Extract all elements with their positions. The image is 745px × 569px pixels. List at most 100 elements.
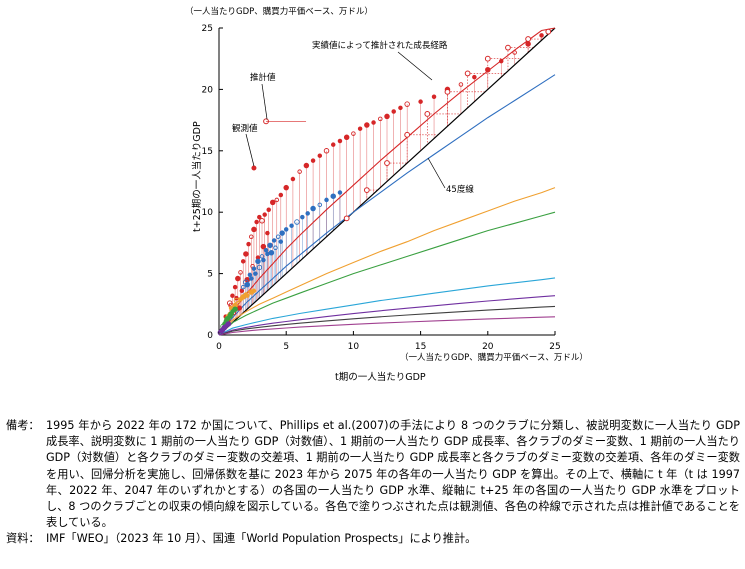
annotation-45-degree: 45度線 xyxy=(446,184,474,195)
data-point xyxy=(233,297,240,304)
y-tick-label: 5 xyxy=(207,270,213,280)
data-point xyxy=(525,41,531,47)
data-point xyxy=(244,293,250,298)
trend-curve xyxy=(218,295,556,336)
trend-curve xyxy=(218,305,556,336)
growth-path-point xyxy=(464,70,471,77)
note-source: 資料： IMF「WEO」（2023 年 10 月）、国連「World Popul… xyxy=(6,531,740,547)
data-point xyxy=(391,109,396,114)
data-point xyxy=(235,275,241,282)
note-remarks: 備考： 1995 年から 2022 年の 172 か国について、Phillips… xyxy=(6,418,740,531)
data-point xyxy=(539,33,544,38)
data-point xyxy=(255,258,261,265)
x-tick-label: 0 xyxy=(216,342,222,352)
x-unit-label: （一人当たりGDP、購買力平価ベース、万ドル） xyxy=(400,352,588,363)
x-tick-label: 20 xyxy=(482,342,494,352)
data-point xyxy=(243,251,249,257)
notes: 備考： 1995 年から 2022 年の 172 か国について、Phillips… xyxy=(6,418,740,548)
trend-curve xyxy=(218,211,556,336)
data-point xyxy=(324,197,329,203)
data-point xyxy=(351,131,356,136)
note-source-text: IMF「WEO」（2023 年 10 月）、国連「World Populatio… xyxy=(46,532,477,546)
trend-curve xyxy=(218,27,556,336)
y-unit-label: （一人当たりGDP、購買力平価ベース、万ドル） xyxy=(185,6,373,17)
growth-path-point xyxy=(343,215,350,222)
growth-path-point xyxy=(505,44,511,51)
data-point xyxy=(230,293,235,298)
data-point xyxy=(257,214,262,220)
y-tick-label: 10 xyxy=(202,208,214,218)
data-point xyxy=(249,234,254,240)
x-tick-label: 10 xyxy=(348,342,360,352)
x-tick-label: 5 xyxy=(283,342,289,352)
data-point xyxy=(371,120,376,125)
data-point xyxy=(232,284,238,290)
data-point xyxy=(265,251,270,257)
data-point xyxy=(317,153,323,158)
data-point xyxy=(317,202,323,208)
data-point xyxy=(357,126,363,131)
data-point xyxy=(270,199,276,206)
annotation-growth-path: 実績値によって推計された成長経路 xyxy=(312,40,448,51)
data-point xyxy=(251,266,257,271)
y-axis-label: t+25期の一人当たりGDP xyxy=(191,121,203,232)
data-point xyxy=(249,276,254,281)
data-point xyxy=(305,211,310,216)
chart: （一人当たりGDP、購買力平価ベース、万ドル） （一人当たりGDP、購買力平価ベ… xyxy=(185,6,588,383)
growth-path-point xyxy=(384,160,390,166)
data-point xyxy=(251,226,257,233)
growth-path-point xyxy=(545,28,552,35)
trend-curve xyxy=(218,187,556,336)
data-point xyxy=(259,254,265,259)
plot-area: 0 5 10 15 20 25 0 5 10 15 20 25 xyxy=(202,24,561,352)
growth-path-point xyxy=(404,131,411,138)
data-point xyxy=(240,284,246,290)
data-point xyxy=(294,219,300,225)
data-point xyxy=(225,321,232,327)
data-point xyxy=(254,219,259,225)
data-point xyxy=(498,58,504,64)
data-point xyxy=(337,190,343,195)
y-tick-label: 15 xyxy=(202,147,213,157)
data-point xyxy=(224,318,229,323)
x-tick-label: 15 xyxy=(415,342,426,352)
data-point xyxy=(303,162,310,169)
note-remarks-key: 備考： xyxy=(6,419,40,432)
data-point xyxy=(238,270,243,275)
data-point xyxy=(228,314,233,319)
trend-curve xyxy=(218,277,556,336)
y-tick-label: 0 xyxy=(207,331,213,341)
data-point xyxy=(485,67,491,73)
data-point xyxy=(265,230,270,236)
annotation-estimated: 推計値 xyxy=(250,72,276,83)
note-remarks-text: 1995 年から 2022 年の 172 か国について、Phillips et … xyxy=(46,419,740,530)
data-point xyxy=(310,205,316,212)
trend-curve xyxy=(218,74,556,336)
data-point xyxy=(418,99,423,104)
data-point xyxy=(283,184,289,191)
data-point xyxy=(278,239,284,244)
data-point xyxy=(239,295,245,301)
data-point xyxy=(232,306,238,312)
data-point xyxy=(275,234,281,240)
data-point xyxy=(273,245,278,251)
data-point xyxy=(268,249,275,256)
note-source-key: 資料： xyxy=(6,532,40,546)
growth-path-point xyxy=(444,88,451,95)
data-point xyxy=(260,243,267,250)
data-point xyxy=(278,192,284,198)
growth-path-point xyxy=(484,55,491,62)
growth-path-leader xyxy=(397,51,433,81)
growth-path-point xyxy=(424,111,431,117)
observed-point xyxy=(251,165,257,171)
data-point xyxy=(431,94,437,100)
data-point xyxy=(247,272,253,278)
growth-path-point xyxy=(525,36,532,42)
data-point xyxy=(274,197,280,203)
data-point xyxy=(262,212,267,217)
data-point xyxy=(263,248,269,253)
data-point xyxy=(240,259,246,264)
data-point xyxy=(279,230,285,236)
diag-leader xyxy=(427,157,446,189)
data-point xyxy=(300,214,305,220)
